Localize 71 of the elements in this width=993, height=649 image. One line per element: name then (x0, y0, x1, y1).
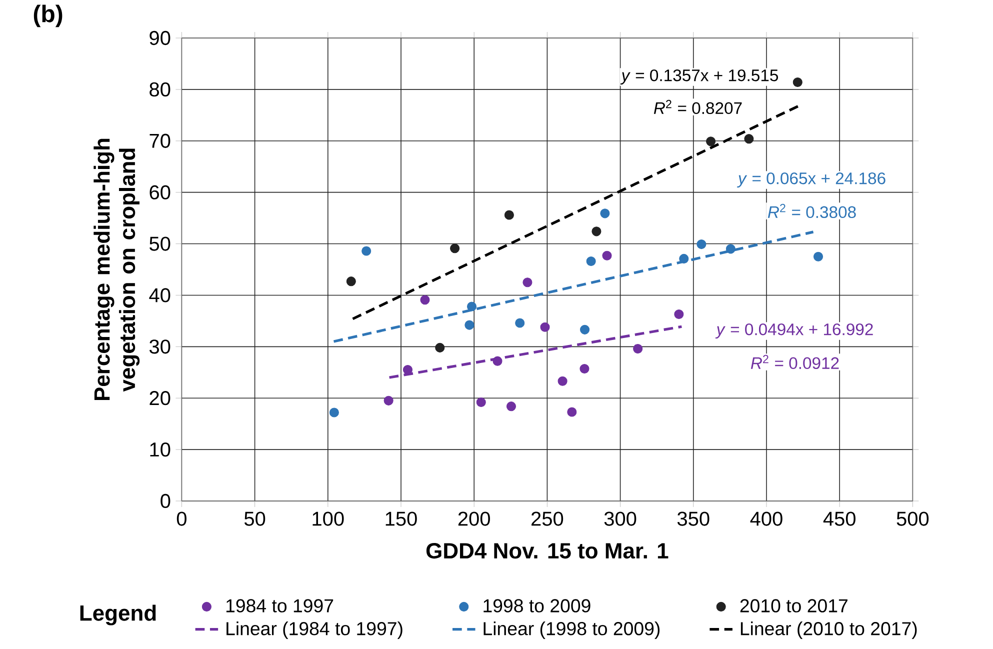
chart-title: (b) (34, 4, 62, 28)
point (580, 324, 590, 334)
point (792, 77, 802, 88)
point (384, 396, 394, 406)
annotation: y = 0.1357x + 19.515 (620, 69, 778, 85)
legend-label: Linear (1998 to 2009) (484, 622, 660, 639)
point (540, 322, 550, 332)
x-tick-label: 250 (532, 512, 564, 526)
annotation: y = 0.065x + 24.186 (736, 172, 886, 188)
y-tick-label: 50 (150, 236, 170, 251)
y-tick-label: 30 (149, 340, 170, 354)
point (402, 365, 412, 375)
point (679, 254, 689, 264)
point (522, 278, 532, 288)
x-tick-label: 100 (312, 512, 344, 526)
y-tick-label: 60 (150, 185, 170, 200)
point (633, 344, 643, 354)
annotation: R$^{2}$ = 0.8207 (654, 100, 742, 114)
point (600, 208, 610, 218)
legend-title: Legend (80, 604, 156, 626)
point (515, 318, 525, 328)
point (435, 342, 445, 352)
annotation: y = 0.0494x + 16.992 (715, 323, 873, 339)
point (706, 136, 716, 146)
point (580, 364, 590, 374)
point (567, 407, 577, 417)
point (504, 210, 514, 220)
y-tick-label: 10 (150, 442, 170, 457)
point (696, 240, 706, 250)
y-tick-label: 80 (150, 82, 170, 97)
point (346, 276, 356, 286)
point (558, 376, 568, 386)
x-tick-label: 450 (823, 512, 856, 526)
legend-label: Linear (1984 to 1997) (226, 622, 402, 639)
point (466, 302, 477, 312)
point (464, 320, 474, 330)
x-tick-label: 150 (386, 512, 417, 526)
x-tick-label: 350 (677, 512, 710, 526)
point (329, 408, 339, 418)
y-tick-label: 90 (150, 30, 170, 46)
legend-label: 2010 to 2017 (740, 599, 848, 612)
legend-label: 1984 to 1997 (226, 599, 334, 612)
y-tick-label: 20 (150, 391, 170, 406)
x-tick-label: 0 (176, 512, 186, 526)
point (476, 397, 486, 407)
point (592, 226, 602, 236)
point (744, 134, 754, 144)
point (362, 246, 372, 256)
point (726, 244, 736, 254)
x-tick-label: 400 (750, 512, 782, 526)
point (586, 256, 596, 266)
legend-label: 1998 to 2009 (484, 599, 590, 612)
x-tick-label: 500 (896, 512, 929, 526)
point (506, 402, 516, 412)
legend-label: Linear (2010 to 2017) (740, 622, 917, 639)
annotation: R$^{2}$ = 0.0912 (750, 354, 839, 370)
x-tick-label: 200 (458, 512, 490, 526)
point (813, 252, 824, 262)
y-tick-label: 40 (149, 288, 170, 302)
point (674, 309, 684, 320)
point (492, 356, 502, 366)
x-axis-title: GDD4 Nov. 15 to Mar. 1 (426, 543, 668, 559)
x-tick-label: 50 (244, 512, 266, 526)
y-tick-label: 0 (160, 494, 170, 508)
annotation: R$^{2}$ = 0.3808 (768, 204, 856, 218)
y-axis-title: Percentage medium-high vegetation on cropland (94, 138, 140, 400)
y-tick-label: 70 (150, 134, 170, 148)
x-tick-label: 300 (604, 512, 636, 526)
point (602, 250, 612, 260)
point (420, 295, 430, 305)
point (450, 244, 460, 254)
